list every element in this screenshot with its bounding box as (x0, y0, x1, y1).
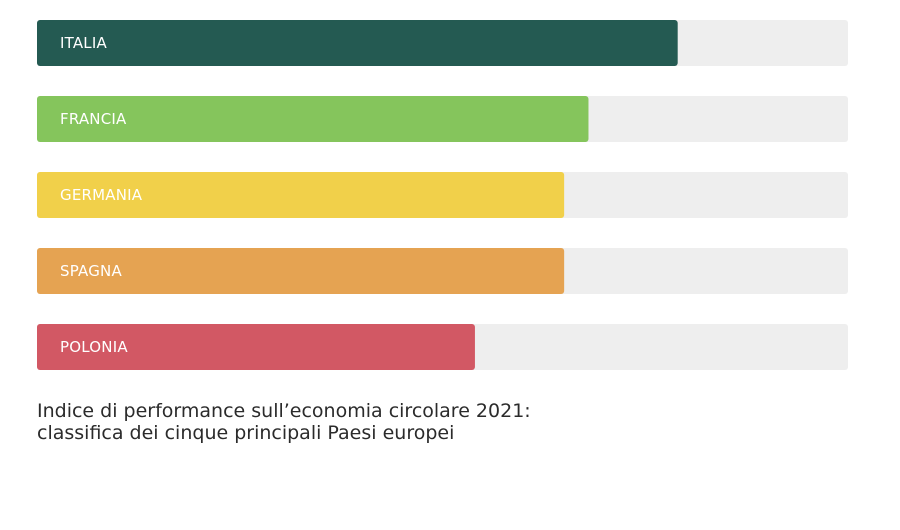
bar-label-polonia: POLONIA (60, 338, 128, 356)
bar-label-germania: GERMANIA (60, 186, 143, 204)
bar-francia (37, 96, 589, 142)
bar-spagna (37, 248, 565, 294)
chart-title-line-2: classifica dei cinque principali Paesi e… (37, 422, 455, 444)
bar-polonia (37, 324, 475, 370)
bar-germania (37, 172, 565, 218)
bar-label-francia: FRANCIA (60, 110, 127, 128)
bar-italia (37, 20, 678, 66)
bar-label-italia: ITALIA (60, 34, 107, 52)
chart-title-line-1: Indice di performance sull’economia circ… (37, 400, 531, 422)
bar-chart: ITALIA FRANCIA GERMANIA SPAGNA POLONIA (37, 20, 848, 370)
bar-label-spagna: SPAGNA (60, 262, 122, 280)
chart-caption: Indice di performance sull’economia circ… (37, 400, 857, 444)
